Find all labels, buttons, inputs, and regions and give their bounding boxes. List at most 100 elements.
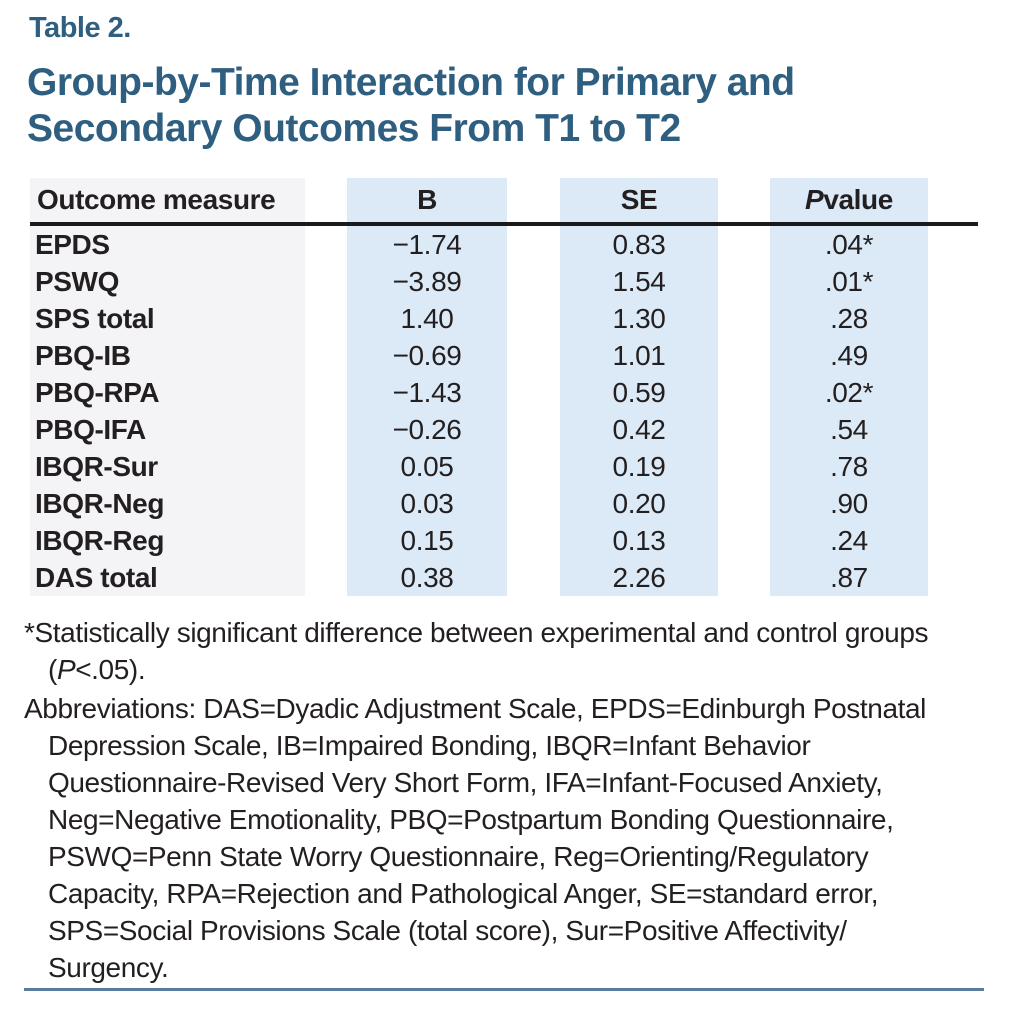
cell-se-value: 1.30 xyxy=(560,300,718,337)
column-gutter xyxy=(928,300,978,337)
table-row: IBQR-Sur 0.05 0.19 .78 xyxy=(30,448,978,485)
cell-se-value: 0.42 xyxy=(560,411,718,448)
footnote-abbreviations-line: Surgency. xyxy=(48,952,169,983)
cell-b-value: −0.26 xyxy=(347,411,507,448)
column-gutter xyxy=(305,226,347,263)
column-gutter xyxy=(928,374,978,411)
cell-b-value: 1.40 xyxy=(347,300,507,337)
column-gutter xyxy=(305,374,347,411)
column-gutter xyxy=(718,226,770,263)
column-gutter xyxy=(507,411,560,448)
column-gutter xyxy=(928,226,978,263)
cell-p-value: .49 xyxy=(770,337,928,374)
footnote-abbreviations-line: Neg=Negative Emotionality, PBQ=Postpartu… xyxy=(48,804,894,835)
cell-p-value: .02* xyxy=(770,374,928,411)
footnote-abbreviations-line: Capacity, RPA=Rejection and Pathological… xyxy=(48,878,879,909)
cell-outcome-measure: PBQ-IFA xyxy=(30,411,305,448)
table-row: IBQR-Neg 0.03 0.20 .90 xyxy=(30,485,978,522)
column-gutter xyxy=(928,263,978,300)
cell-p-value: .78 xyxy=(770,448,928,485)
footnote-significance-text: *Statistically significant difference be… xyxy=(24,617,929,648)
outcomes-table: Outcome measure B SE P value EPDS −1.74 0.… xyxy=(30,178,978,596)
column-gutter xyxy=(718,559,770,596)
table-label: Table 2. xyxy=(29,12,131,44)
column-gutter xyxy=(305,485,347,522)
cell-outcome-measure: DAS total xyxy=(30,559,305,596)
column-gutter xyxy=(507,374,560,411)
column-gutter xyxy=(928,411,978,448)
cell-p-value: .04* xyxy=(770,226,928,263)
cell-se-value: 1.01 xyxy=(560,337,718,374)
cell-outcome-measure: IBQR-Reg xyxy=(30,522,305,559)
cell-p-value: .01* xyxy=(770,263,928,300)
column-gutter xyxy=(305,522,347,559)
cell-b-value: 0.05 xyxy=(347,448,507,485)
column-gutter xyxy=(507,337,560,374)
cell-se-value: 0.59 xyxy=(560,374,718,411)
footnote-abbreviations-line: Questionnaire-Revised Very Short Form, I… xyxy=(48,767,883,798)
column-gutter xyxy=(507,300,560,337)
footnote-abbreviations: Abbreviations: DAS=Dyadic Adjustment Sca… xyxy=(24,690,1004,986)
column-gutter xyxy=(718,411,770,448)
column-gutter xyxy=(928,559,978,596)
column-gutter xyxy=(305,263,347,300)
cell-outcome-measure: PSWQ xyxy=(30,263,305,300)
table-row: SPS total 1.40 1.30 .28 xyxy=(30,300,978,337)
cell-p-value: .24 xyxy=(770,522,928,559)
cell-outcome-measure: IBQR-Neg xyxy=(30,485,305,522)
table-row: PSWQ −3.89 1.54 .01* xyxy=(30,263,978,300)
cell-se-value: 0.13 xyxy=(560,522,718,559)
cell-outcome-measure: PBQ-IB xyxy=(30,337,305,374)
p-value-header-rest: value xyxy=(823,184,893,215)
cell-p-value: .28 xyxy=(770,300,928,337)
cell-outcome-measure: IBQR-Sur xyxy=(30,448,305,485)
column-gutter xyxy=(718,448,770,485)
column-gutter xyxy=(305,559,347,596)
bottom-divider xyxy=(24,988,984,991)
cell-se-value: 2.26 xyxy=(560,559,718,596)
column-gutter xyxy=(305,448,347,485)
cell-b-value: 0.15 xyxy=(347,522,507,559)
cell-b-value: 0.03 xyxy=(347,485,507,522)
column-gutter xyxy=(507,559,560,596)
cell-b-value: −1.74 xyxy=(347,226,507,263)
table-body: EPDS −1.74 0.83.04* PSWQ −3.89 1.54.01* SPS to… xyxy=(30,226,978,596)
column-gutter xyxy=(305,300,347,337)
table-title-line: Secondary Outcomes From T1 to T2 xyxy=(27,107,681,150)
table-title-line: Group-by-Time Interaction for Primary an… xyxy=(27,61,795,104)
column-gutter xyxy=(718,178,770,222)
table-row: DAS total 0.38 2.26 .87 xyxy=(30,559,978,596)
table-row: PBQ-IFA −0.26 0.42 .54 xyxy=(30,411,978,448)
column-gutter xyxy=(507,448,560,485)
footnote-significance-line-1: *Statistically significant difference be… xyxy=(24,614,1004,651)
column-gutter xyxy=(718,263,770,300)
column-gutter xyxy=(305,411,347,448)
column-gutter xyxy=(507,522,560,559)
cell-se-value: 0.20 xyxy=(560,485,718,522)
cell-p-value: .90 xyxy=(770,485,928,522)
cell-b-value: −1.43 xyxy=(347,374,507,411)
cell-se-value: 0.83 xyxy=(560,226,718,263)
column-gutter xyxy=(718,300,770,337)
column-gutter xyxy=(928,522,978,559)
column-gutter xyxy=(718,337,770,374)
column-gutter xyxy=(928,337,978,374)
column-header-b: B xyxy=(347,178,507,222)
footnote-threshold: <.05). xyxy=(75,654,146,685)
footnote-abbreviations-line: Depression Scale, IB=Impaired Bonding, I… xyxy=(48,730,811,761)
cell-outcome-measure: SPS total xyxy=(30,300,305,337)
footnote-paren-open: ( xyxy=(48,654,57,685)
footnote-abbreviations-line: PSWQ=Penn State Worry Questionnaire, Reg… xyxy=(48,841,869,872)
cell-b-value: 0.38 xyxy=(347,559,507,596)
cell-p-value: .54 xyxy=(770,411,928,448)
column-gutter xyxy=(718,374,770,411)
column-gutter xyxy=(305,178,347,222)
cell-se-value: 1.54 xyxy=(560,263,718,300)
column-header-p-value: P value xyxy=(770,178,928,222)
table-row: IBQR-Reg 0.15 0.13 .24 xyxy=(30,522,978,559)
p-value-header-italic-p: P xyxy=(805,184,824,215)
cell-outcome-measure: EPDS xyxy=(30,226,305,263)
column-gutter xyxy=(718,485,770,522)
column-gutter xyxy=(718,522,770,559)
